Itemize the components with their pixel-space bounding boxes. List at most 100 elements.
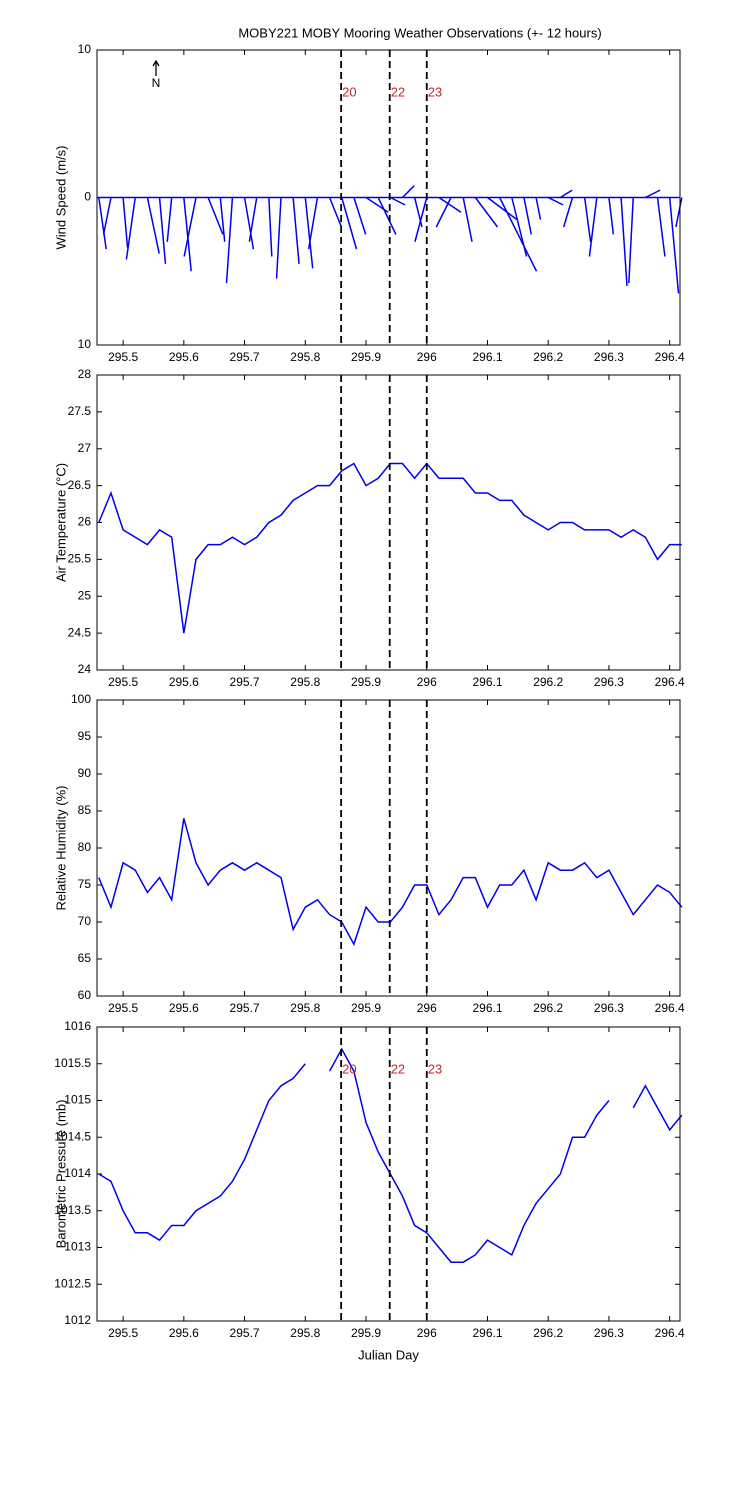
x-tick-label: 295.6: [169, 1326, 199, 1340]
wind-stick: [225, 197, 234, 284]
x-tick-label: 295.8: [290, 350, 320, 364]
x-tick-label: 296.4: [655, 350, 685, 364]
x-tick-label: 295.7: [230, 350, 260, 364]
wind-stick: [487, 196, 518, 221]
wind-stick: [275, 197, 282, 279]
x-tick-label: 295.6: [169, 1001, 199, 1015]
wind-stick: [341, 197, 358, 250]
x-tick-label: 295.6: [169, 350, 199, 364]
wind-stick: [413, 197, 423, 228]
wind-stick: [474, 197, 499, 228]
y-tick-label: 70: [78, 914, 92, 928]
y-tick-label: 85: [78, 803, 92, 817]
x-tick-label: 296: [417, 675, 437, 689]
x-tick-label: 295.8: [290, 675, 320, 689]
wind-stick: [304, 197, 314, 269]
chart-title: MOBY221 MOBY Mooring Weather Observation…: [238, 25, 601, 40]
x-tick-label: 296.2: [533, 675, 563, 689]
north-arrow: [152, 59, 160, 76]
x-tick-label: 296.4: [655, 1001, 685, 1015]
y-tick-label: 1012.5: [54, 1276, 91, 1290]
y-tick-label: 80: [78, 840, 92, 854]
x-tick-label: 295.9: [351, 1326, 381, 1340]
wind-stick: [401, 185, 415, 199]
wind-stick: [389, 196, 406, 206]
x-tick-label: 296.3: [594, 675, 624, 689]
wind-stick: [656, 197, 666, 257]
y-tick-label: 27.5: [68, 404, 92, 418]
wind-stick: [438, 196, 462, 213]
axes-frame: [96, 699, 681, 997]
x-tick-label: 295.8: [290, 1001, 320, 1015]
wind-stick: [498, 197, 538, 272]
y-tick-label: 1016: [64, 1019, 91, 1033]
y-tick-label: 1015: [64, 1093, 91, 1107]
y-tick-label: 100: [71, 692, 91, 706]
wind-stick: [243, 197, 255, 250]
x-tick-label: 296.1: [472, 675, 502, 689]
event-label: 20: [342, 84, 356, 99]
x-tick-label: 295.9: [351, 1001, 381, 1015]
y-tick-label: 24: [78, 662, 92, 676]
y-axis-label: Barometric Pressure (mb): [53, 1100, 68, 1249]
x-tick-label: 296.2: [533, 350, 563, 364]
y-tick-label: 28: [78, 367, 92, 381]
x-tick-label: 296: [417, 1001, 437, 1015]
x-tick-label: 296.3: [594, 350, 624, 364]
x-tick-label: 296.2: [533, 1326, 563, 1340]
x-tick-label: 296.1: [472, 1001, 502, 1015]
wind-stick: [668, 197, 680, 294]
y-tick-label: 1014.5: [54, 1129, 91, 1143]
wind-stick: [158, 197, 167, 264]
y-tick-label: 1012: [64, 1313, 91, 1327]
y-tick-label: 26.5: [68, 478, 92, 492]
wind-stick: [583, 197, 592, 242]
wind-stick: [562, 197, 574, 228]
wind-stick: [183, 197, 197, 257]
x-tick-label: 296: [417, 1326, 437, 1340]
wind-stick: [547, 196, 564, 206]
wind-stick: [328, 197, 343, 228]
y-tick-label: 0: [84, 190, 91, 204]
x-tick-label: 295.5: [108, 1001, 138, 1015]
x-tick-label: 295.7: [230, 1001, 260, 1015]
wind-stick: [462, 197, 473, 242]
y-tick-label: 10: [78, 337, 92, 351]
data-line: [98, 1047, 683, 1263]
y-tick-label: 10: [78, 42, 92, 56]
x-tick-label: 295.9: [351, 675, 381, 689]
x-tick-label: 295.8: [290, 1326, 320, 1340]
axes-frame: [96, 1026, 681, 1322]
y-axis-label: Air Temperature (°C): [53, 463, 68, 582]
event-label: 23: [428, 84, 442, 99]
x-tick-label: 296.3: [594, 1001, 624, 1015]
wind-stick: [620, 197, 628, 287]
north-label: N: [152, 76, 161, 90]
x-tick-label: 296.3: [594, 1326, 624, 1340]
y-axis-label: Wind Speed (m/s): [53, 145, 68, 249]
wind-stick: [645, 189, 661, 199]
wind-stick: [608, 197, 615, 235]
x-tick-label: 295.7: [230, 1326, 260, 1340]
y-tick-label: 26: [78, 515, 92, 529]
wind-stick: [307, 197, 319, 250]
wind-stick: [98, 197, 107, 250]
wind-stick: [523, 197, 533, 235]
wind-stick: [268, 197, 273, 257]
wind-stick: [435, 197, 452, 228]
wind-stick: [511, 197, 528, 257]
y-tick-label: 90: [78, 766, 92, 780]
wind-stick: [146, 197, 160, 254]
axes-frame: [96, 49, 681, 346]
x-tick-label: 295.7: [230, 675, 260, 689]
x-tick-label: 295.5: [108, 675, 138, 689]
wind-stick: [292, 197, 300, 264]
y-tick-label: 24.5: [68, 625, 92, 639]
wind-stick: [166, 197, 173, 242]
x-tick-label: 295.9: [351, 350, 381, 364]
y-tick-label: 27: [78, 441, 92, 455]
wind-stick: [248, 197, 258, 242]
y-tick-label: 1014: [64, 1166, 91, 1180]
event-label: 23: [428, 1061, 442, 1076]
